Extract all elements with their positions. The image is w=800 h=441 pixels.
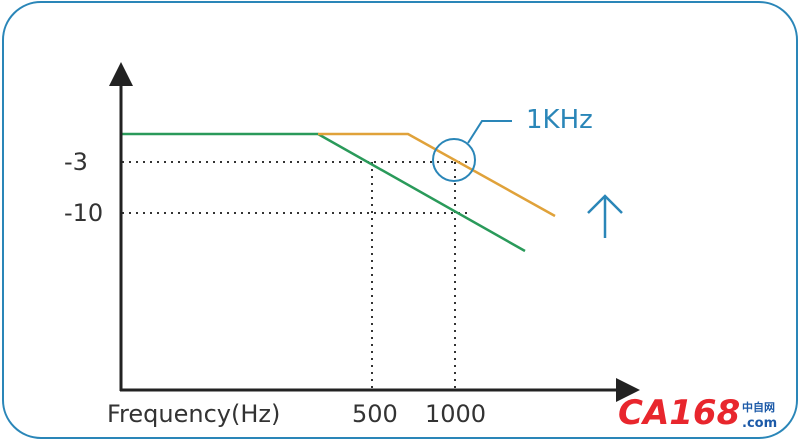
y-tick-label-minus3: -3	[64, 148, 88, 176]
annotation-leader-line	[467, 120, 512, 144]
annotation-label: 1KHz	[526, 105, 593, 135]
y-axis-arrow-icon	[109, 62, 133, 86]
orange-response-curve	[318, 132, 556, 218]
logo-domain-text: .com	[742, 416, 777, 431]
x-tick-label-1000: 1000	[425, 400, 486, 428]
logo-chinese-text: 中自网	[742, 400, 775, 414]
y-tick-label-minus10: -10	[64, 199, 103, 227]
logo-main-text: CA168	[618, 393, 740, 433]
annotation-circle	[432, 138, 476, 182]
up-arrow-icon	[587, 194, 623, 238]
x-axis-label: Frequency(Hz)	[107, 400, 280, 428]
x-axis-arrow-icon	[616, 378, 640, 402]
ca168-logo: CA168 中自网 .com	[618, 393, 777, 433]
x-tick-label-500: 500	[352, 400, 398, 428]
